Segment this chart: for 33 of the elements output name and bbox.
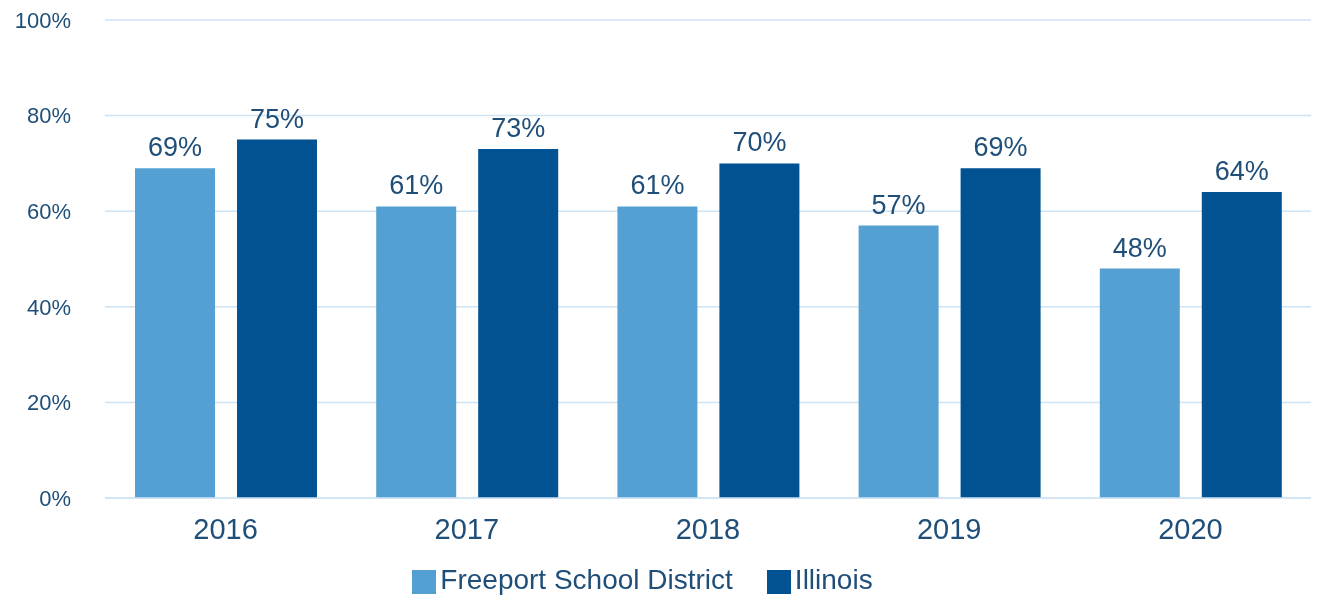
bar [858,225,939,498]
data-label: 61% [630,170,685,201]
data-label: 48% [1112,232,1167,263]
y-tick-label: 0% [39,485,71,511]
data-label: 61% [389,170,444,201]
x-tick-label: 2019 [916,512,982,545]
bar [960,168,1041,498]
data-label: 73% [491,113,546,144]
bar [1099,268,1180,498]
data-label: 69% [973,132,1028,163]
y-tick-label: 60% [26,199,71,225]
legend-label: Freeport School District [440,564,733,595]
y-tick-label: 40% [26,294,71,320]
data-label: 57% [871,189,926,220]
y-tick-label: 20% [26,390,71,416]
bar [135,168,215,498]
bar [1201,192,1282,498]
data-label: 64% [1214,156,1269,187]
data-label: 69% [147,132,203,163]
y-tick-label: 100% [14,7,71,33]
x-tick-label: 2020 [1158,512,1223,545]
bar [376,206,457,498]
bar [478,149,559,498]
x-tick-label: 2016 [193,512,258,545]
x-tick-label: 2017 [434,512,500,545]
bar [237,139,317,498]
y-tick-label: 80% [26,103,71,129]
bar [719,163,800,498]
bar [617,206,698,498]
data-label: 70% [732,127,787,158]
x-tick-label: 2018 [675,512,741,545]
data-label: 75% [249,103,305,134]
legend-label: Illinois [794,564,873,595]
